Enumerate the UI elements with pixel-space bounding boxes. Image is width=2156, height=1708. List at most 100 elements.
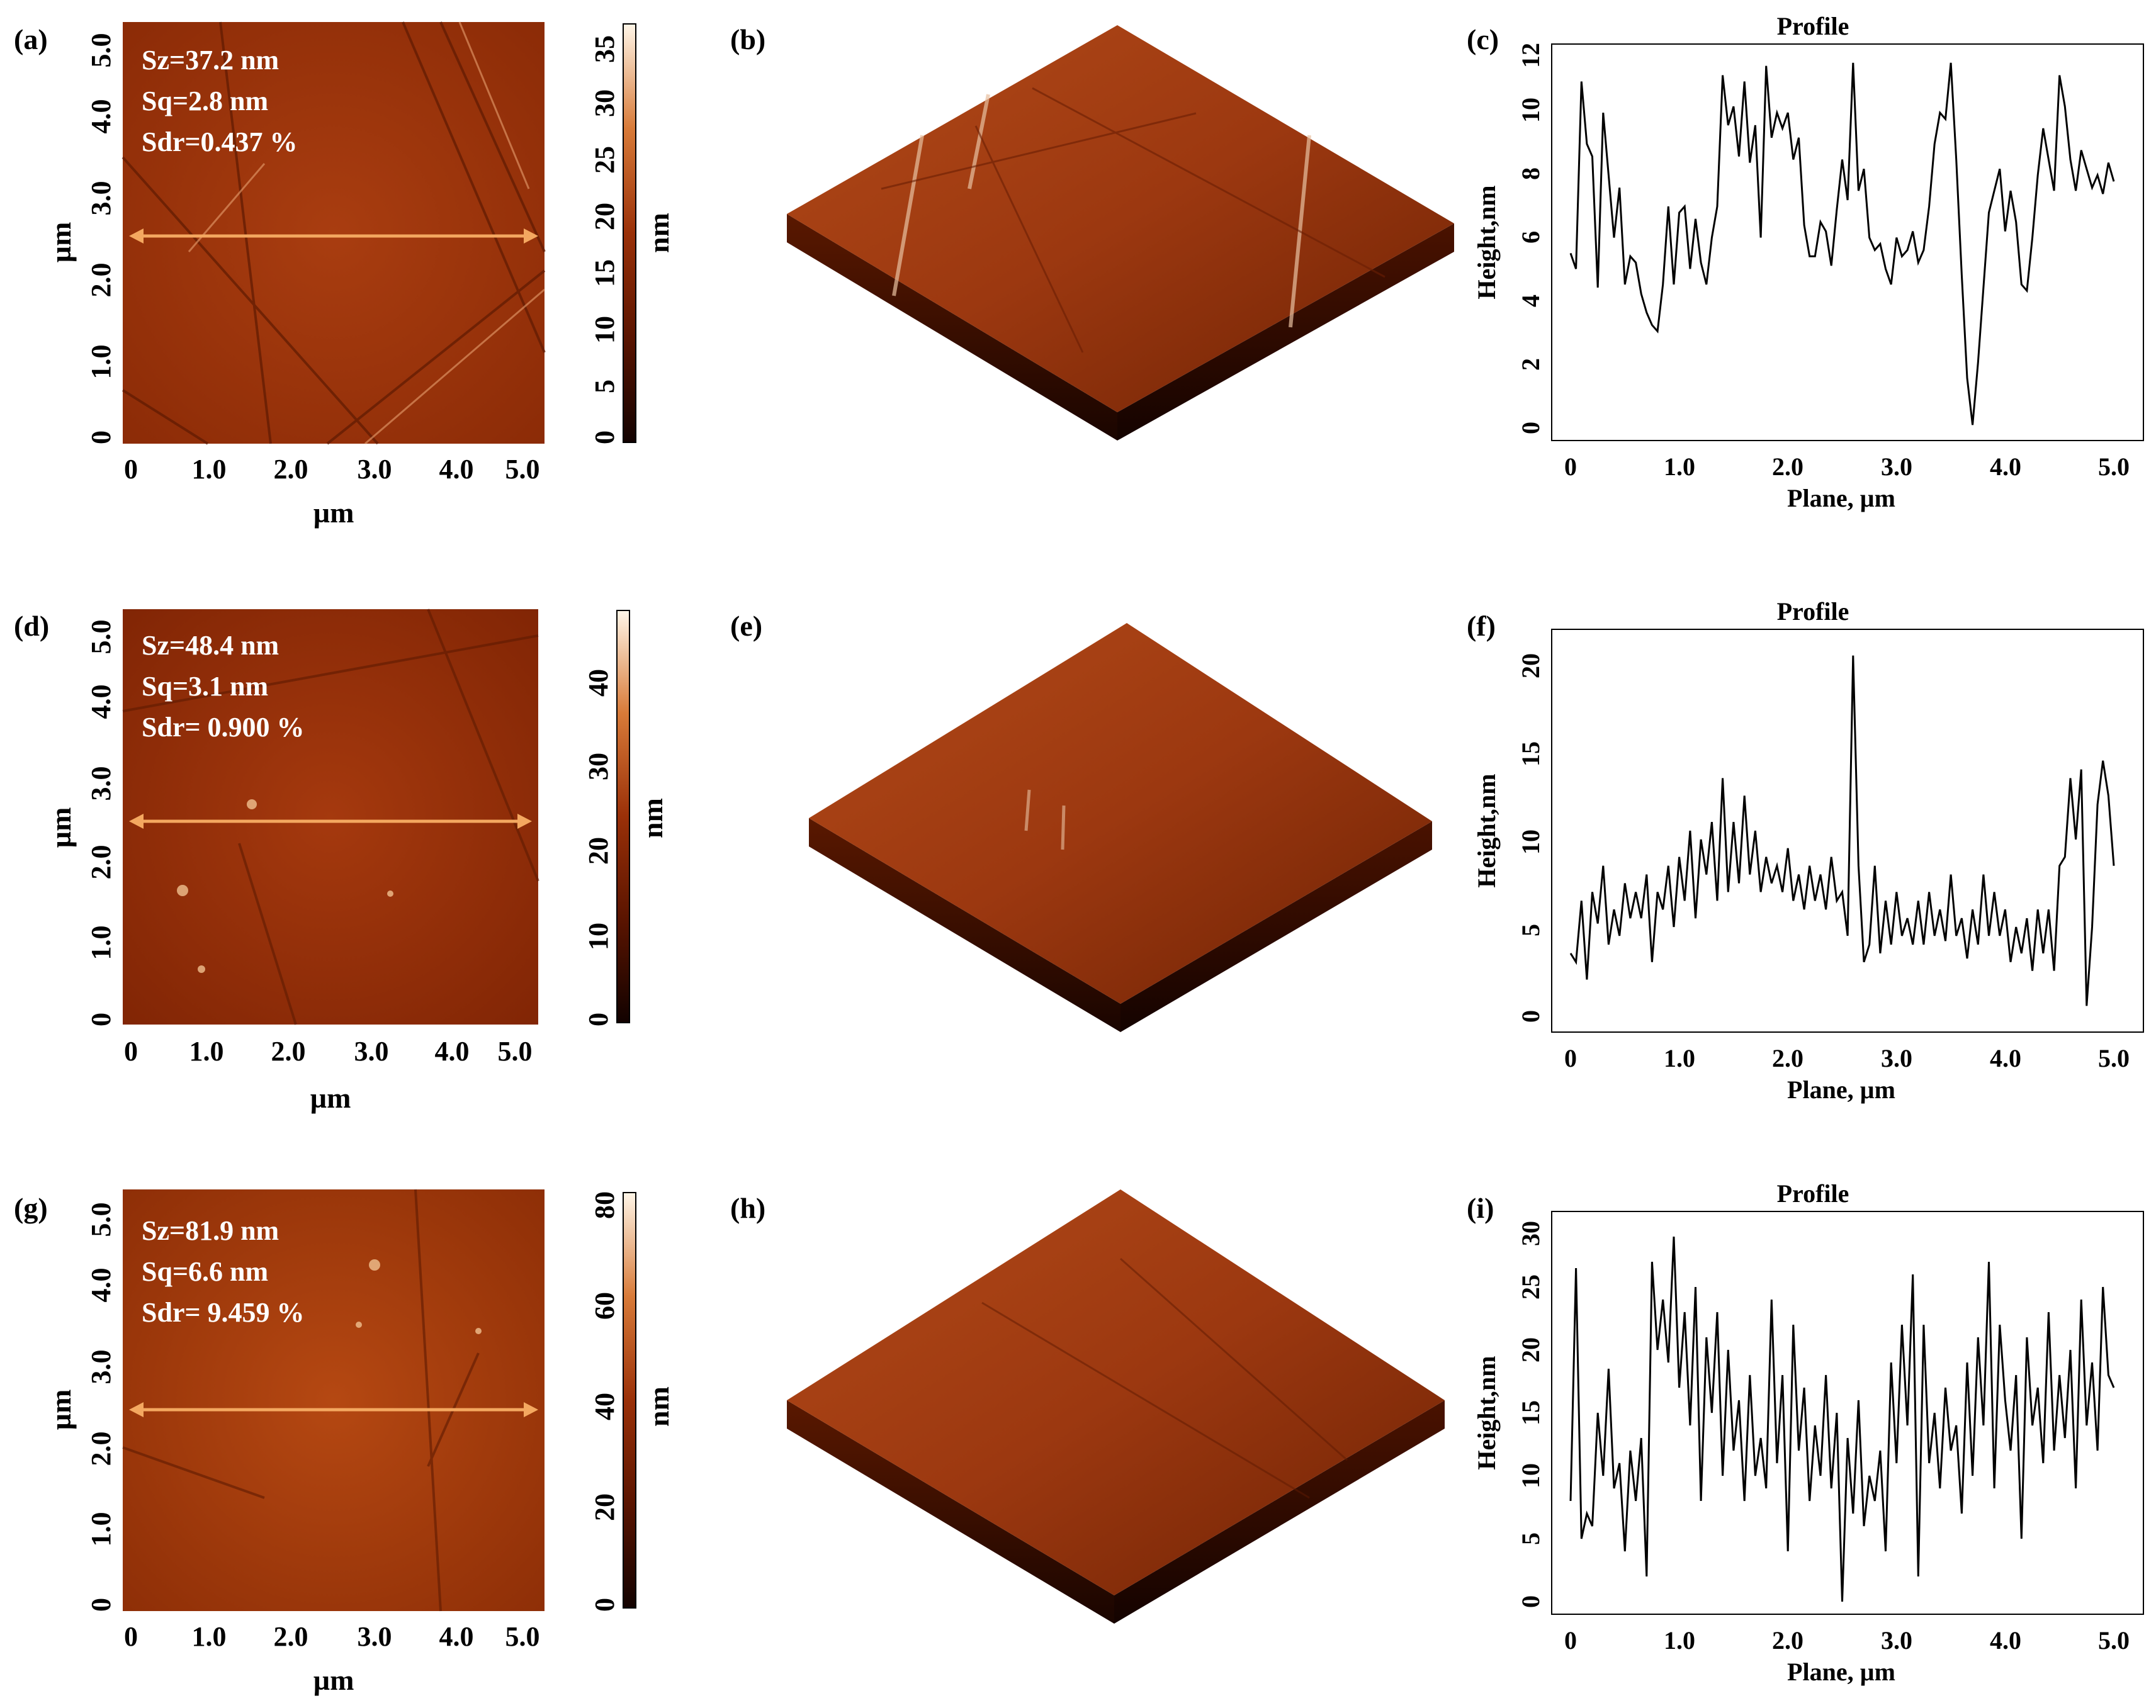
colorbar-tick: 10 [589,316,620,344]
profile-y-label-i: Height,nm [1472,1356,1501,1469]
afm-specks-g [356,1259,482,1334]
profile-line-g-marker [129,1402,538,1417]
colorbar-1 [623,23,636,443]
profile-y-ticks-i: 0 5 10 15 20 25 30 [1516,1221,1545,1608]
profile-x-label-f: Plane, µm [1787,1076,1895,1104]
profile-line-i [1569,1236,2115,1602]
afm-y-tick: 2.0 [86,263,116,298]
surface-side-left [787,1400,1114,1624]
profile-x-tick: 0 [1564,1626,1577,1655]
afm-x-tick: 3.0 [354,1036,389,1067]
profile-line-f [1569,655,2115,1006]
afm-y-tick: 3.0 [86,1350,116,1385]
profile-y-tick: 10 [1516,829,1545,855]
afm-stat-sq-a: Sq=2.8 nm [142,86,268,116]
profile-x-tick: 3.0 [1881,1044,1912,1072]
row-1: (a) Sz=37.2 nm Sq=2.8 nm Sdr=0.437 % 0 1… [14,12,2144,529]
profile-x-tick: 0 [1564,452,1577,481]
profile-x-tick: 3.0 [1881,1626,1912,1655]
afm-y-tick: 1.0 [86,1512,116,1547]
afm-y-tick: 4.0 [86,1268,116,1303]
profile-x-tick: 1.0 [1664,1044,1695,1072]
colorbar-ticks-2: 0 10 20 30 40 [583,669,614,1026]
profile-y-tick: 10 [1516,1463,1545,1488]
afm-map-a [123,22,545,444]
profile-y-tick: 12 [1516,43,1545,68]
afm-map-d [123,609,538,1025]
profile-y-tick: 20 [1516,1337,1545,1362]
profile-y-label-f: Height,nm [1472,773,1501,887]
profile-line-a [129,228,538,244]
colorbar-tick: 5 [589,379,620,393]
colorbar-tick: 0 [589,1598,620,1612]
profile-y-tick: 4 [1516,295,1545,307]
colorbar-tick: 20 [589,203,620,230]
colorbar-tick: 35 [589,35,620,63]
profile-x-tick: 4.0 [1990,1626,2021,1655]
afm-specks-d [177,799,393,973]
afm-y-label-g: µm [45,1390,77,1430]
surface-peaks-e [1024,789,1066,850]
afm-x-ticks-g: 0 1.0 2.0 3.0 4.0 5.0 [124,1621,540,1652]
afm-y-tick: 1.0 [86,926,116,960]
afm-stat-sdr-d: Sdr= 0.900 % [142,712,305,743]
afm-y-label-d: µm [45,807,77,848]
profile-line-c [1569,62,2115,425]
surface-side-left [787,214,1117,441]
profile-y-tick: 10 [1516,98,1545,123]
profile-x-ticks-i: 0 1.0 2.0 3.0 4.0 5.0 [1564,1626,2130,1655]
afm-x-label-g: µm [313,1664,354,1696]
afm-x-tick: 1.0 [192,1621,227,1652]
afm-y-tick: 5.0 [86,33,116,68]
profile-x-tick: 2.0 [1772,1626,1803,1655]
afm-y-tick: 0 [86,430,116,444]
profile-y-tick: 2 [1516,358,1545,371]
colorbar-tick: 0 [583,1013,614,1026]
profile-x-tick: 0 [1564,1044,1577,1072]
profile-x-tick: 5.0 [2098,452,2130,481]
surface-side-right [1117,223,1454,441]
afm-x-label-a: µm [313,497,354,529]
panel-label-f: (f) [1467,610,1496,642]
colorbar-tick: 10 [583,923,614,950]
colorbar-3 [623,1192,636,1609]
colorbar-unit-3: nm [643,1386,675,1427]
afm-y-tick: 5.0 [86,620,116,655]
profile-x-label-i: Plane, µm [1787,1658,1895,1686]
afm-map-g [123,1189,545,1611]
afm-x-tick: 3.0 [358,454,392,485]
colorbar-tick: 30 [589,89,620,117]
panel-label-b: (b) [730,23,765,55]
profile-frame-f [1551,629,2144,1033]
profile-y-tick: 5 [1516,1532,1545,1545]
profile-y-tick: 25 [1516,1274,1545,1300]
afm-x-tick: 2.0 [274,454,308,485]
afm-scratches-d [122,609,539,1025]
afm-x-tick: 5.0 [505,454,540,485]
panel-label-g: (g) [14,1192,48,1224]
profile-y-tick: 0 [1516,1595,1545,1608]
profile-title-f: Profile [1777,597,1849,626]
afm-stat-sz-a: Sz=37.2 nm [142,45,279,76]
profile-title-i: Profile [1777,1179,1849,1208]
afm-y-tick: 3.0 [86,767,116,801]
colorbar-unit-2: nm [636,798,669,838]
afm-stat-sdr-g: Sdr= 9.459 % [142,1297,305,1328]
panel-label-i: (i) [1467,1192,1494,1224]
panel-label-d: (d) [14,610,49,642]
surface-lines-h [981,1257,1348,1499]
profile-x-label-c: Plane, µm [1787,484,1895,512]
profile-y-label-c: Height,nm [1472,185,1501,299]
panel-label-h: (h) [730,1192,765,1224]
surface-side-right [1120,821,1432,1032]
profile-x-tick: 5.0 [2098,1044,2130,1072]
afm-x-ticks-a: 0 1.0 2.0 3.0 4.0 5.0 [124,454,540,485]
afm-x-tick: 1.0 [192,454,227,485]
afm-x-tick: 4.0 [439,454,474,485]
afm-y-tick: 5.0 [86,1203,116,1237]
profile-y-ticks-f: 0 5 10 15 20 [1516,653,1545,1023]
colorbar-tick: 15 [589,259,620,287]
colorbar-tick: 80 [589,1191,620,1219]
afm-x-tick: 5.0 [498,1036,533,1067]
